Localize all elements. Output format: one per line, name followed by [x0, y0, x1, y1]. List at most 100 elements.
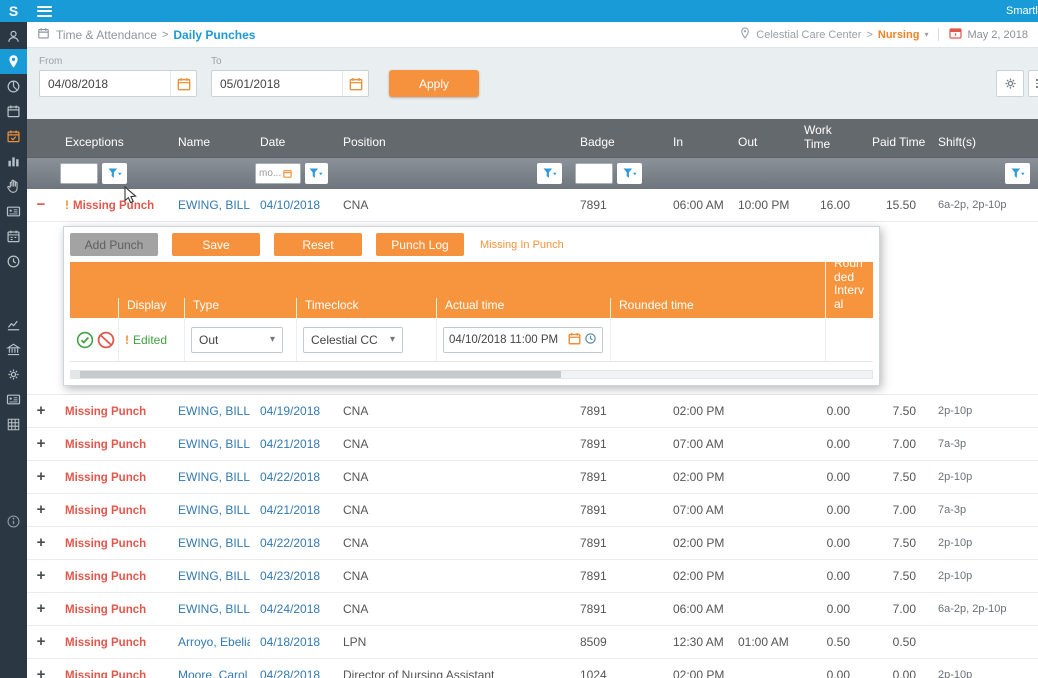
scrollbar-thumb[interactable]	[80, 371, 561, 378]
hand-icon[interactable]	[0, 174, 27, 199]
column-header-exceptions[interactable]: Exceptions	[65, 135, 124, 149]
column-header-out[interactable]: Out	[738, 135, 758, 149]
expand-row-button[interactable]: +	[36, 501, 46, 518]
column-header-badge[interactable]: Badge	[580, 135, 615, 149]
employee-name-link[interactable]: Moore, Carol Ann	[178, 668, 250, 678]
bank-icon[interactable]	[0, 337, 27, 362]
badge-card-icon[interactable]	[0, 387, 27, 412]
employee-name-link[interactable]: EWING, BILLI	[178, 536, 250, 550]
save-button[interactable]: Save	[172, 233, 260, 256]
add-punch-button[interactable]: Add Punch	[70, 233, 158, 256]
punch-type-select[interactable]: Out ▾	[191, 326, 283, 353]
table-row[interactable]: − ! Missing Punch EWING, BILLI 04/10/2018…	[27, 189, 1038, 222]
expand-row-button[interactable]: +	[36, 435, 46, 452]
column-header-name[interactable]: Name	[178, 135, 211, 149]
punch-date-link[interactable]: 04/21/2018	[260, 437, 321, 451]
menu-button[interactable]	[1028, 70, 1038, 97]
employee-name-link[interactable]: EWING, BILLI	[178, 503, 250, 517]
column-header-paid-time[interactable]: Paid Time	[872, 135, 926, 149]
line-chart-icon[interactable]	[0, 312, 27, 337]
pie-chart-icon[interactable]	[0, 74, 27, 99]
apply-button[interactable]: Apply	[389, 70, 479, 97]
calendar-icon[interactable]	[0, 99, 27, 124]
employee-name-link[interactable]: Arroyo, Ebelia	[178, 635, 250, 649]
settings-button[interactable]	[996, 70, 1024, 97]
grid-icon[interactable]	[0, 412, 27, 437]
collapse-row-button[interactable]: −	[36, 196, 46, 213]
actual-time-input[interactable]: 04/10/2018 11:00 PM	[443, 326, 603, 353]
facility-name[interactable]: Celestial Care Center	[756, 28, 862, 41]
expand-row-button[interactable]: +	[36, 600, 46, 617]
punch-date-link[interactable]: 04/10/2018	[260, 198, 321, 212]
table-row[interactable]: + Missing Punch Arroyo, Ebelia 04/18/201…	[27, 626, 1038, 659]
column-header-position[interactable]: Position	[343, 135, 386, 149]
to-calendar-icon[interactable]	[342, 71, 368, 96]
punch-date-link[interactable]: 04/21/2018	[260, 503, 321, 517]
table-row[interactable]: + Missing Punch EWING, BILLI 04/24/2018 …	[27, 593, 1038, 626]
expand-row-button[interactable]: +	[36, 567, 46, 584]
badge-filter-funnel-icon[interactable]	[617, 163, 642, 184]
table-row[interactable]: + Missing Punch EWING, BILLI 04/22/2018 …	[27, 461, 1038, 494]
table-row[interactable]: + Missing Punch EWING, BILLI 04/23/2018 …	[27, 560, 1038, 593]
location-pin-icon[interactable]	[0, 49, 27, 74]
employee-name-link[interactable]: EWING, BILLI	[178, 404, 250, 418]
employee-name-link[interactable]: EWING, BILLI	[178, 437, 250, 451]
punch-log-button[interactable]: Punch Log	[376, 233, 464, 256]
expand-row-button[interactable]: +	[36, 534, 46, 551]
table-row[interactable]: + Missing Punch Moore, Carol Ann 04/28/2…	[27, 659, 1038, 678]
expand-row-button[interactable]: +	[36, 633, 46, 650]
exceptions-filter-input[interactable]	[60, 163, 98, 184]
punch-date-link[interactable]: 04/22/2018	[260, 536, 321, 550]
from-calendar-icon[interactable]	[170, 71, 196, 96]
employee-name-link[interactable]: EWING, BILLI	[178, 470, 250, 484]
punch-date-link[interactable]: 04/23/2018	[260, 569, 321, 583]
department-selector[interactable]: Nursing	[877, 28, 920, 41]
punch-date-link[interactable]: 04/24/2018	[260, 602, 321, 616]
approve-punch-icon[interactable]	[76, 331, 94, 349]
table-row[interactable]: + Missing Punch EWING, BILLI 04/21/2018 …	[27, 494, 1038, 527]
employee-name-link[interactable]: EWING, BILLI	[178, 569, 250, 583]
exceptions-filter-funnel-icon[interactable]	[102, 163, 127, 184]
bar-chart-icon[interactable]	[0, 149, 27, 174]
expand-row-button[interactable]: +	[36, 468, 46, 485]
column-header-date[interactable]: Date	[260, 135, 286, 149]
expand-row-button[interactable]: +	[36, 402, 46, 419]
breadcrumb-module[interactable]: Time & Attendance	[56, 27, 157, 42]
column-header-in[interactable]: In	[673, 135, 684, 149]
column-header-shifts[interactable]: Shift(s)	[938, 135, 977, 149]
date-filter-funnel-icon[interactable]	[304, 163, 328, 184]
expand-row-button[interactable]: +	[36, 666, 46, 678]
info-icon[interactable]	[0, 509, 27, 534]
punch-date-link[interactable]: 04/19/2018	[260, 404, 321, 418]
employee-name-link[interactable]: EWING, BILLI	[178, 602, 250, 616]
horizontal-scrollbar[interactable]	[70, 370, 873, 379]
punch-date-link[interactable]: 04/22/2018	[260, 470, 321, 484]
gear-icon[interactable]	[0, 362, 27, 387]
position-filter-funnel-icon[interactable]	[537, 163, 562, 184]
reject-punch-icon[interactable]	[97, 331, 115, 349]
profile-icon[interactable]	[0, 24, 27, 49]
from-date-input[interactable]: 04/08/2018	[39, 70, 197, 97]
schedule-calendar-icon[interactable]	[0, 224, 27, 249]
calendar-picker-icon[interactable]	[568, 332, 581, 348]
pay-period-date[interactable]: May 2, 2018	[967, 28, 1028, 41]
column-header-work-time[interactable]: Work Time	[804, 124, 832, 152]
smartlinx-logo[interactable]: S	[8, 3, 19, 19]
punch-date-link[interactable]: 04/28/2018	[260, 668, 321, 678]
date-filter-input[interactable]: mo...	[255, 163, 301, 184]
timeclock-select[interactable]: Celestial CC ▾	[303, 326, 403, 353]
reset-button[interactable]: Reset	[274, 233, 362, 256]
clock-icon[interactable]	[0, 249, 27, 274]
table-row[interactable]: + Missing Punch EWING, BILLI 04/21/2018 …	[27, 428, 1038, 461]
punch-date-link[interactable]: 04/18/2018	[260, 635, 321, 649]
badge-filter-input[interactable]	[575, 163, 613, 184]
attendance-calendar-icon[interactable]	[0, 124, 27, 149]
hamburger-menu-icon[interactable]	[37, 5, 52, 17]
time-picker-icon[interactable]	[584, 332, 597, 348]
id-card-icon[interactable]	[0, 199, 27, 224]
to-date-input[interactable]: 05/01/2018	[211, 70, 369, 97]
table-row[interactable]: + Missing Punch EWING, BILLI 04/19/2018 …	[27, 395, 1038, 428]
table-row[interactable]: + Missing Punch EWING, BILLI 04/22/2018 …	[27, 527, 1038, 560]
shifts-filter-funnel-icon[interactable]	[1005, 163, 1030, 184]
employee-name-link[interactable]: EWING, BILLI	[178, 198, 250, 212]
